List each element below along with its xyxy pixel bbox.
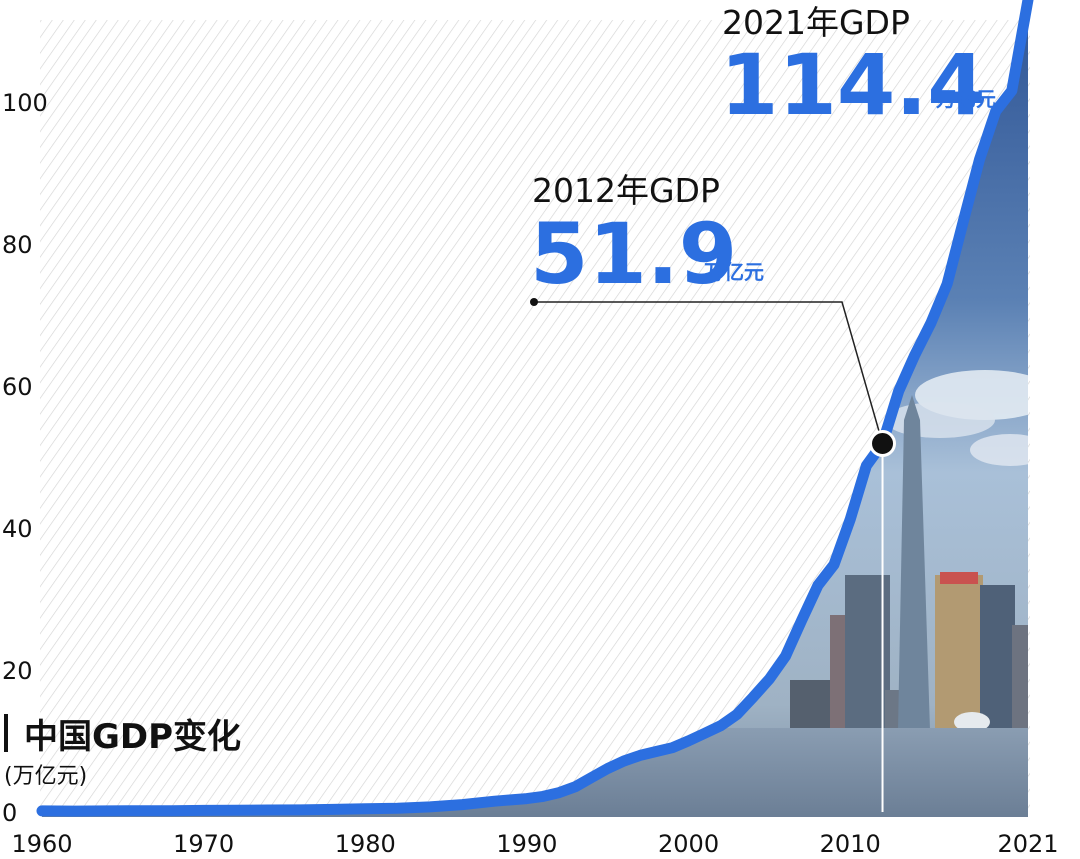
annotation-2021-value: 114.4 [720, 36, 986, 134]
x-tick-label: 2000 [658, 830, 719, 858]
city-skyline [790, 395, 1028, 732]
y-tick-label: 0 [2, 799, 17, 827]
y-tick-label: 100 [2, 89, 48, 117]
series-line-gdp [36, 0, 1034, 817]
annotation-2021-year: 2021年GDP [722, 3, 910, 42]
y-tick-label: 80 [2, 231, 33, 259]
annotation-2012-leader [534, 301, 884, 444]
annotation-2012-unit: 万亿元 [703, 260, 764, 284]
annotation-2021-unit: 万亿元 [935, 87, 996, 111]
x-tick-label: 2021 [997, 830, 1058, 858]
x-tick-label: 2010 [820, 830, 881, 858]
annotation-2012-anchor-dot [530, 298, 538, 306]
title-bar-mark [4, 714, 8, 752]
y-tick-label: 40 [2, 515, 33, 543]
annotation-2012-year: 2012年GDP [532, 171, 720, 210]
x-tick-label: 1960 [11, 830, 72, 858]
y-axis-ticks: 0 20 40 60 80 100 [2, 89, 48, 827]
y-tick-label: 20 [2, 657, 33, 685]
x-tick-label: 1980 [335, 830, 396, 858]
chart-title: 中国GDP变化 [24, 717, 241, 757]
data-point-2012 [869, 430, 897, 458]
annotation-2012-value: 51.9 [530, 205, 737, 303]
x-tick-label: 1970 [173, 830, 234, 858]
x-tick-label: 1990 [496, 830, 557, 858]
x-axis-ticks: 1960 1970 1980 1990 2000 2010 2021 [11, 830, 1058, 858]
chart-subtitle: (万亿元) [4, 764, 87, 789]
y-tick-label: 60 [2, 373, 33, 401]
